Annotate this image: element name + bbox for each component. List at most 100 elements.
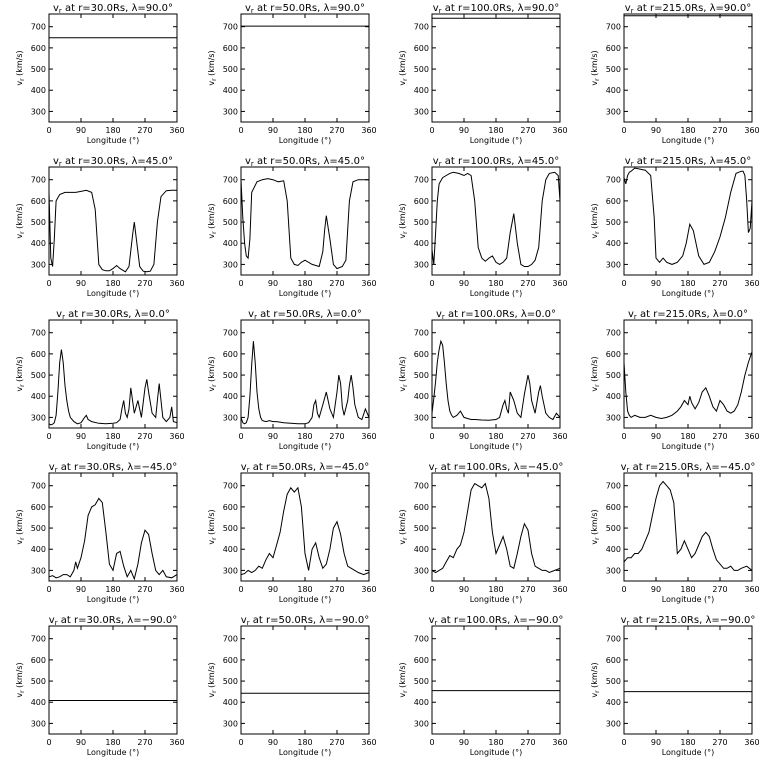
x-axis-label: Longitude (°) [662,748,715,757]
x-tick-label: 360 [361,432,376,441]
series-line [240,486,370,576]
y-tick-label: 500 [414,371,429,380]
y-tick-label: 500 [31,677,46,686]
x-tick-label: 90 [651,126,661,135]
y-tick-label: 600 [31,656,46,665]
y-axis-label: vr (km/s) [15,356,26,391]
y-tick-label: 600 [223,197,238,206]
x-tick-label: 0 [238,738,243,747]
panel-16: vr at r=215.0Rs, λ=−45.0° 0 90 180 270 360 300… [590,462,760,604]
y-axis-label: vr (km/s) [207,203,218,238]
y-tick-label: 600 [223,656,238,665]
y-tick-label: 500 [606,65,621,74]
panel-1: vr at r=30.0Rs, λ=90.0° 0 90 180 270 360 300 40… [15,3,185,145]
panel-11: vr at r=100.0Rs, λ=0.0° 0 90 180 270 360 300 40… [398,309,568,451]
panel-title: vr at r=50.0Rs, λ=45.0° [245,156,365,168]
series-line [623,167,753,266]
y-tick-label: 400 [606,239,621,248]
x-tick-label: 0 [46,585,51,594]
x-tick-label: 0 [429,126,434,135]
x-tick-label: 90 [268,738,278,747]
panel-13: vr at r=30.0Rs, λ=−45.0° 0 90 180 270 360 300 4… [15,462,185,604]
y-tick-label: 500 [223,677,238,686]
x-tick-label: 270 [712,738,727,747]
y-axis-label: vr (km/s) [207,509,218,544]
y-tick-label: 500 [606,218,621,227]
y-tick-label: 300 [223,413,238,422]
y-tick-label: 400 [606,86,621,95]
y-tick-label: 700 [31,329,46,338]
x-tick-label: 90 [651,279,661,288]
panel-8: vr at r=215.0Rs, λ=45.0° 0 90 180 270 360 300 4… [590,156,760,298]
x-axis-label: Longitude (°) [662,595,715,604]
x-tick-label: 90 [268,432,278,441]
plot-frame [431,319,561,429]
x-axis-label: Longitude (°) [87,136,140,145]
y-tick-label: 300 [31,566,46,575]
y-tick-label: 500 [223,65,238,74]
x-tick-label: 270 [712,126,727,135]
y-tick-label: 500 [223,524,238,533]
x-axis-label: Longitude (°) [87,595,140,604]
x-tick-label: 180 [488,585,503,594]
y-tick-label: 600 [223,503,238,512]
x-tick-label: 270 [520,585,535,594]
panel-title: vr at r=215.0Rs, λ=90.0° [625,3,751,15]
x-tick-label: 360 [361,738,376,747]
x-tick-label: 180 [105,279,120,288]
x-axis-label: Longitude (°) [470,595,523,604]
x-tick-label: 0 [429,738,434,747]
x-tick-label: 180 [680,279,695,288]
y-axis-label: vr (km/s) [590,356,601,391]
y-axis-label: vr (km/s) [207,662,218,697]
y-axis-label: vr (km/s) [15,50,26,85]
y-tick-label: 600 [31,44,46,53]
y-tick-label: 700 [414,23,429,32]
y-tick-label: 500 [414,65,429,74]
x-tick-label: 90 [651,585,661,594]
panel-title: vr at r=30.0Rs, λ=45.0° [53,156,173,168]
y-axis-label: vr (km/s) [590,509,601,544]
x-axis-label: Longitude (°) [662,442,715,451]
x-axis-label: Longitude (°) [87,289,140,298]
y-tick-label: 400 [31,698,46,707]
x-tick-label: 360 [744,432,759,441]
x-tick-label: 360 [552,738,567,747]
x-axis-label: Longitude (°) [279,289,332,298]
x-tick-label: 180 [297,126,312,135]
x-tick-label: 180 [488,738,503,747]
y-tick-label: 700 [31,176,46,185]
series-line [240,341,370,425]
y-tick-label: 400 [31,86,46,95]
x-tick-label: 360 [744,126,759,135]
x-axis-label: Longitude (°) [470,442,523,451]
y-axis-label: vr (km/s) [590,662,601,697]
x-tick-label: 180 [297,432,312,441]
x-axis-label: Longitude (°) [470,136,523,145]
y-axis-label: vr (km/s) [398,662,409,697]
y-axis-label: vr (km/s) [398,50,409,85]
x-tick-label: 180 [680,585,695,594]
panel-title: vr at r=215.0Rs, λ=0.0° [628,309,748,321]
y-tick-label: 600 [31,197,46,206]
x-tick-label: 270 [520,279,535,288]
x-tick-label: 360 [744,585,759,594]
y-tick-label: 600 [414,656,429,665]
panel-5: vr at r=30.0Rs, λ=45.0° 0 90 180 270 360 300 40… [15,156,185,298]
y-tick-label: 300 [414,413,429,422]
series-line [431,482,561,574]
plot-frame [240,166,370,276]
y-tick-label: 700 [606,635,621,644]
y-tick-label: 400 [606,698,621,707]
series-line [48,497,178,581]
x-tick-label: 270 [520,432,535,441]
plot-frame [240,472,370,582]
y-tick-label: 500 [606,371,621,380]
panel-title: vr at r=50.0Rs, λ=0.0° [248,309,362,321]
panel-title: vr at r=50.0Rs, λ=90.0° [245,3,365,15]
plot-frame [48,472,178,582]
plot-frame [240,319,370,429]
x-tick-label: 90 [76,585,86,594]
y-tick-label: 700 [223,635,238,644]
x-tick-label: 90 [459,738,469,747]
